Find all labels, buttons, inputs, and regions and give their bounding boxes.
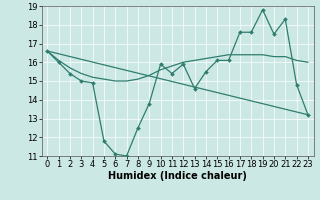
X-axis label: Humidex (Indice chaleur): Humidex (Indice chaleur) <box>108 171 247 181</box>
